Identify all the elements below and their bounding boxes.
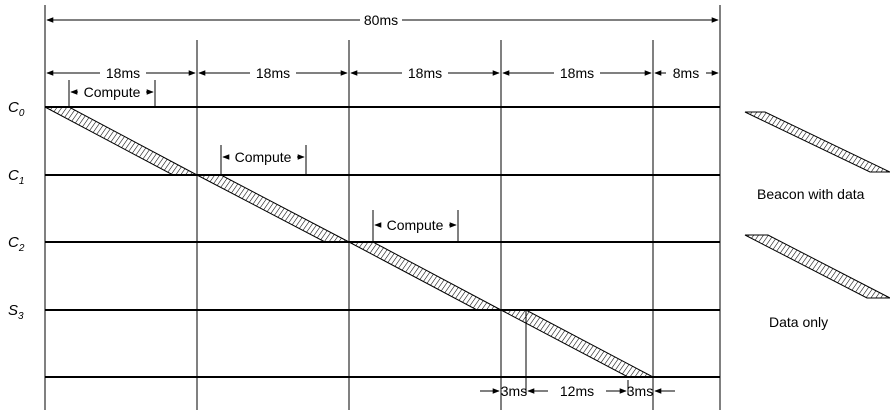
row-lines <box>45 106 720 378</box>
segment-label-1: 18ms <box>106 65 140 81</box>
legend-label-beacon: Beacon with data <box>757 186 865 202</box>
compute-label-c2: Compute <box>387 217 444 233</box>
time-boundaries <box>44 5 721 410</box>
transmission-s3-sink <box>500 309 654 378</box>
legend: Beacon with data Data only <box>744 111 890 330</box>
row-label-c2: C2 <box>8 234 25 254</box>
bottom-label-3ms-a: 3ms <box>501 383 527 399</box>
legend-swatch-data <box>744 234 890 299</box>
segment-label-2: 18ms <box>256 65 290 81</box>
compute-bracket-c0 <box>68 80 156 107</box>
bottom-label-12ms: 12ms <box>560 383 594 399</box>
segment-label-5: 8ms <box>673 65 699 81</box>
total-label: 80ms <box>364 12 398 28</box>
transmission-beacon-c0-c1 <box>44 106 198 176</box>
legend-label-data: Data only <box>769 314 828 330</box>
bottom-label-3ms-b: 3ms <box>627 383 653 399</box>
compute-bracket-c1 <box>220 145 307 175</box>
compute-label-c0: Compute <box>84 84 141 100</box>
legend-swatch-beacon <box>744 111 890 173</box>
row-label-s3: S3 <box>8 302 24 322</box>
transmission-c1-c2 <box>196 174 350 243</box>
segment-label-4: 18ms <box>560 65 594 81</box>
row-label-c1: C1 <box>8 167 24 187</box>
compute-label-c1: Compute <box>235 149 292 165</box>
row-label-c0: C0 <box>8 99 25 119</box>
transmission-c2-s3 <box>348 241 502 311</box>
compute-bracket-c2 <box>372 210 459 242</box>
segment-label-3: 18ms <box>408 65 442 81</box>
transmissions <box>44 106 654 378</box>
total-duration: 80ms <box>46 12 719 28</box>
